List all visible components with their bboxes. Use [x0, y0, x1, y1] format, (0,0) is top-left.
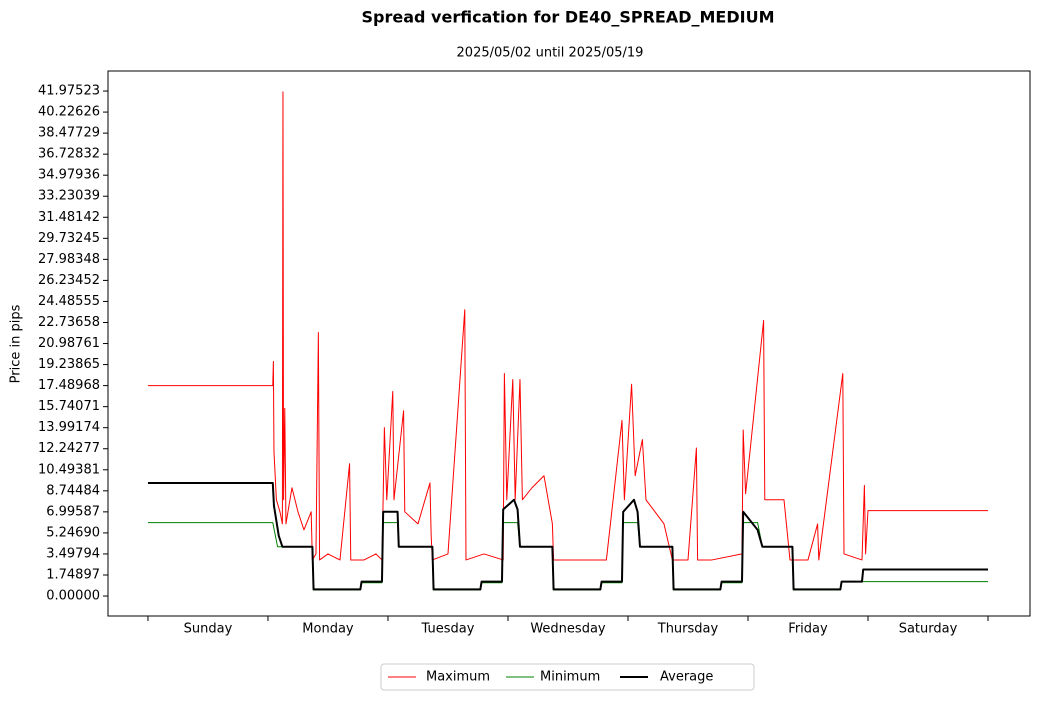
y-tick-label: 6.99587: [46, 504, 100, 519]
x-tick-label: Monday: [302, 622, 354, 637]
y-tick-label: 33.23039: [38, 189, 100, 204]
y-tick-label: 36.72832: [38, 147, 100, 162]
y-tick-label: 20.98761: [38, 336, 100, 351]
y-tick-label: 13.99174: [38, 420, 100, 435]
chart-title: Spread verfication for DE40_SPREAD_MEDIU…: [362, 8, 775, 27]
x-tick-label: Saturday: [899, 622, 958, 637]
x-tick-label: Sunday: [184, 622, 233, 637]
y-tick-label: 27.98348: [38, 252, 100, 267]
y-tick-label: 31.48142: [38, 210, 100, 225]
y-tick-label: 5.24690: [46, 525, 100, 540]
y-tick-label: 40.22626: [38, 105, 100, 120]
y-tick-label: 0.00000: [46, 589, 100, 604]
y-tick-label: 8.74484: [46, 483, 100, 498]
plot-frame: [107, 70, 1031, 617]
legend-label: Maximum: [426, 670, 490, 685]
x-tick-label: Wednesday: [530, 622, 606, 637]
legend-box: [380, 663, 755, 691]
x-tick-label: Thursday: [657, 622, 719, 637]
y-tick-label: 41.97523: [38, 84, 100, 99]
y-tick-label: 17.48968: [38, 378, 100, 393]
y-tick-label: 3.49794: [46, 546, 100, 561]
series-line: [147, 481, 988, 591]
y-tick-label: 38.47729: [38, 126, 100, 141]
legend-label: Average: [660, 670, 713, 685]
x-tick-label: Tuesday: [421, 622, 475, 637]
chart-subtitle: 2025/05/02 until 2025/05/19: [457, 46, 644, 61]
y-tick-label: 10.49381: [38, 462, 100, 477]
y-tick-label: 24.48555: [38, 294, 100, 309]
y-tick-label: 19.23865: [38, 357, 100, 372]
y-tick-label: 1.74897: [46, 567, 100, 582]
x-tick-label: Friday: [788, 622, 828, 637]
y-tick-label: 12.24277: [38, 441, 100, 456]
y-axis-label: Price in pips: [9, 304, 24, 383]
y-tick-label: 22.73658: [38, 315, 100, 330]
y-tick-label: 15.74071: [38, 399, 100, 414]
series-line: [147, 91, 988, 561]
y-tick-label: 29.73245: [38, 231, 100, 246]
y-tick-label: 26.23452: [38, 273, 100, 288]
y-tick-label: 34.97936: [38, 168, 100, 183]
legend-label: Minimum: [540, 670, 600, 685]
